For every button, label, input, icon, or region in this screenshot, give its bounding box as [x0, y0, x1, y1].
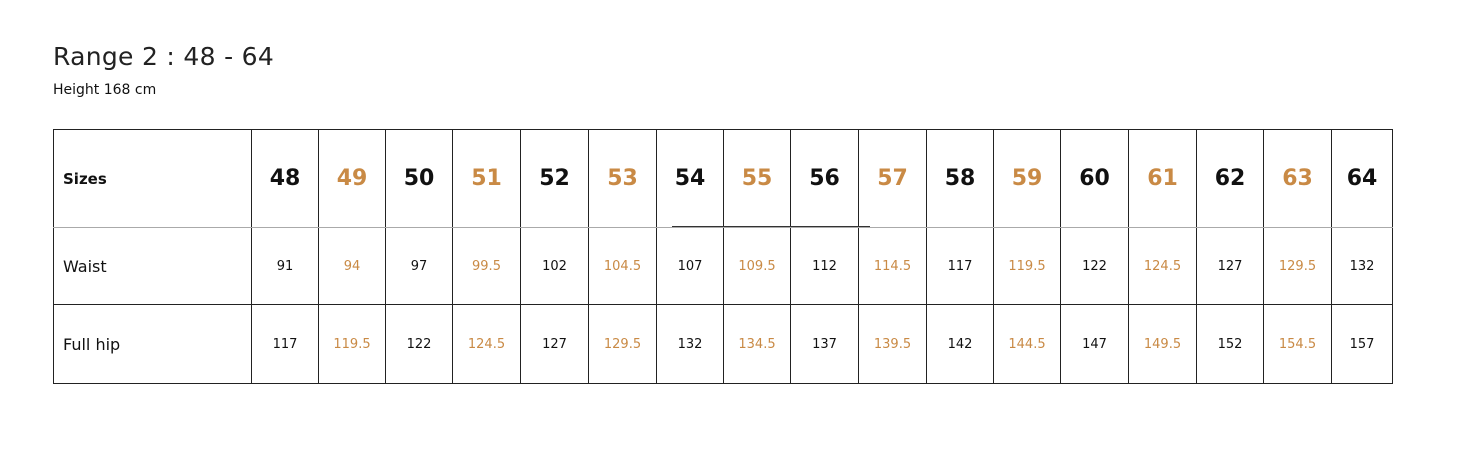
measure-cell: 104.5 [588, 227, 657, 305]
size-cell: 60 [1060, 129, 1129, 228]
measure-cell: 129.5 [588, 304, 657, 384]
measure-cell: 122 [1060, 227, 1129, 305]
measure-cell: 142 [926, 304, 994, 384]
measure-cell: 119.5 [993, 227, 1061, 305]
measure-cell: 99.5 [452, 227, 521, 305]
measure-cell: 149.5 [1128, 304, 1197, 384]
size-cell: 52 [520, 129, 589, 228]
page-title: Range 2 : 48 - 64 [53, 42, 275, 71]
measure-cell: 147 [1060, 304, 1129, 384]
size-table: Sizes 48 49 50 51 52 53 54 55 56 57 58 59 60 61 62 63 64 W… [53, 129, 1393, 384]
measure-cell: 94 [318, 227, 386, 305]
measure-cell: 134.5 [723, 304, 791, 384]
measure-cell: 152 [1196, 304, 1264, 384]
measure-cell: 132 [1331, 227, 1393, 305]
size-cell: 54 [656, 129, 724, 228]
measure-cell: 109.5 [723, 227, 791, 305]
measure-cell: 114.5 [858, 227, 927, 305]
measure-cell: 97 [385, 227, 453, 305]
measure-cell: 157 [1331, 304, 1393, 384]
size-cell: 58 [926, 129, 994, 228]
measure-cell: 139.5 [858, 304, 927, 384]
measure-cell: 117 [251, 304, 319, 384]
row-label: Sizes [53, 129, 252, 228]
measure-cell: 132 [656, 304, 724, 384]
measure-cell: 119.5 [318, 304, 386, 384]
divider-line [672, 226, 870, 227]
measure-cell: 127 [1196, 227, 1264, 305]
measure-cell: 154.5 [1263, 304, 1332, 384]
measure-cell: 124.5 [1128, 227, 1197, 305]
measure-cell: 122 [385, 304, 453, 384]
size-cell: 50 [385, 129, 453, 228]
size-cell: 53 [588, 129, 657, 228]
size-cell: 61 [1128, 129, 1197, 228]
sizes-row: Sizes 48 49 50 51 52 53 54 55 56 57 58 59 60 61 62 63 64 [53, 129, 1393, 228]
measure-cell: 127 [520, 304, 589, 384]
size-cell: 59 [993, 129, 1061, 228]
size-cell: 51 [452, 129, 521, 228]
measure-cell: 144.5 [993, 304, 1061, 384]
full-hip-row: Full hip 117 119.5 122 124.5 127 129.5 132 134.5… [53, 304, 1393, 384]
measure-cell: 91 [251, 227, 319, 305]
page-subtitle: Height 168 cm [53, 82, 157, 98]
measure-cell: 102 [520, 227, 589, 305]
size-cell: 63 [1263, 129, 1332, 228]
measure-cell: 117 [926, 227, 994, 305]
measure-cell: 137 [790, 304, 859, 384]
size-cell: 56 [790, 129, 859, 228]
size-cell: 49 [318, 129, 386, 228]
size-cell: 48 [251, 129, 319, 228]
size-cell: 57 [858, 129, 927, 228]
size-cell: 55 [723, 129, 791, 228]
row-label: Full hip [53, 304, 252, 384]
size-cell: 64 [1331, 129, 1393, 228]
measure-cell: 129.5 [1263, 227, 1332, 305]
measure-cell: 112 [790, 227, 859, 305]
measure-cell: 124.5 [452, 304, 521, 384]
measure-cell: 107 [656, 227, 724, 305]
waist-row: Waist 91 94 97 99.5 102 104.5 107 109.5 112 114.5 1… [53, 227, 1393, 305]
row-label: Waist [53, 227, 252, 305]
size-cell: 62 [1196, 129, 1264, 228]
